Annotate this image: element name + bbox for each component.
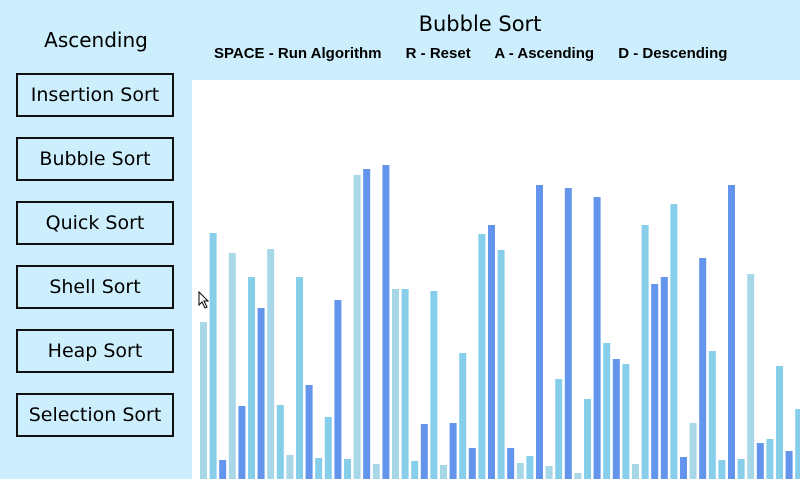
- descending-hint: D - Descending: [618, 45, 728, 62]
- keyboard-controls: SPACE - Run Algorithm R - Reset A - Asce…: [214, 45, 747, 62]
- bar: [507, 448, 515, 479]
- bar: [392, 289, 399, 479]
- bar: [776, 366, 783, 479]
- bar: [516, 463, 524, 479]
- bar: [497, 250, 505, 479]
- bar: [795, 409, 800, 479]
- heap-sort-button[interactable]: Heap Sort: [16, 329, 174, 373]
- bar: [641, 225, 649, 479]
- bar: [334, 300, 342, 479]
- bar: [584, 399, 591, 479]
- bar: [612, 359, 620, 479]
- bar: [449, 423, 457, 479]
- bar: [766, 439, 774, 479]
- bar: [382, 165, 390, 479]
- shell-sort-button[interactable]: Shell Sort: [16, 265, 174, 309]
- bar: [536, 185, 543, 479]
- bar: [574, 473, 582, 479]
- bar: [248, 277, 255, 479]
- bar: [305, 385, 313, 479]
- bar: [785, 451, 793, 479]
- bar: [622, 364, 630, 479]
- sort-visualization-canvas: [192, 80, 800, 479]
- insertion-sort-button[interactable]: Insertion Sort: [16, 73, 174, 117]
- bar: [430, 291, 438, 479]
- bar: [632, 464, 639, 479]
- bar: [353, 175, 361, 479]
- bar: [276, 405, 284, 479]
- bar: [363, 169, 371, 479]
- bar: [372, 464, 380, 479]
- bar: [257, 308, 265, 479]
- bar: [526, 456, 534, 479]
- bars-chart: [200, 165, 800, 479]
- quick-sort-button[interactable]: Quick Sort: [16, 201, 174, 245]
- bar: [718, 460, 726, 479]
- sort-order-label: Ascending: [44, 28, 148, 52]
- bar: [315, 458, 323, 479]
- bar: [555, 379, 563, 479]
- sidebar: Ascending Insertion Sort Bubble Sort Qui…: [0, 0, 192, 479]
- run-hint: SPACE - Run Algorithm: [214, 45, 382, 62]
- bar: [411, 461, 419, 479]
- selection-sort-button[interactable]: Selection Sort: [16, 393, 174, 437]
- bar: [228, 253, 236, 479]
- bar: [593, 197, 601, 479]
- bar: [708, 351, 716, 479]
- bar: [478, 234, 486, 479]
- bar: [219, 460, 227, 479]
- ascending-hint: A - Ascending: [494, 45, 595, 62]
- bar: [209, 233, 217, 479]
- bar: [689, 423, 697, 479]
- bar: [238, 406, 246, 479]
- bar: [267, 249, 275, 479]
- mouse-cursor-icon: [198, 291, 210, 309]
- bar: [344, 459, 351, 479]
- bar: [699, 258, 707, 479]
- bar: [564, 188, 572, 479]
- bar: [286, 455, 294, 479]
- bar: [440, 465, 447, 479]
- bubble-sort-button[interactable]: Bubble Sort: [16, 137, 174, 181]
- reset-hint: R - Reset: [405, 45, 471, 62]
- bar: [670, 204, 678, 479]
- bar: [747, 274, 755, 479]
- bar: [660, 277, 668, 479]
- bar: [680, 457, 687, 479]
- bar: [200, 322, 207, 479]
- bar: [324, 417, 332, 479]
- bar: [545, 466, 553, 479]
- bar: [651, 284, 659, 479]
- bar: [401, 289, 409, 479]
- bar: [603, 343, 611, 479]
- bar: [728, 185, 735, 479]
- bar: [420, 424, 428, 479]
- bar: [296, 277, 303, 479]
- bar: [488, 225, 495, 479]
- bar: [737, 459, 745, 479]
- algorithm-title: Bubble Sort: [418, 12, 542, 36]
- bar: [756, 443, 764, 479]
- header: Bubble Sort SPACE - Run Algorithm R - Re…: [192, 0, 800, 80]
- bar: [468, 448, 476, 479]
- bar: [459, 353, 467, 479]
